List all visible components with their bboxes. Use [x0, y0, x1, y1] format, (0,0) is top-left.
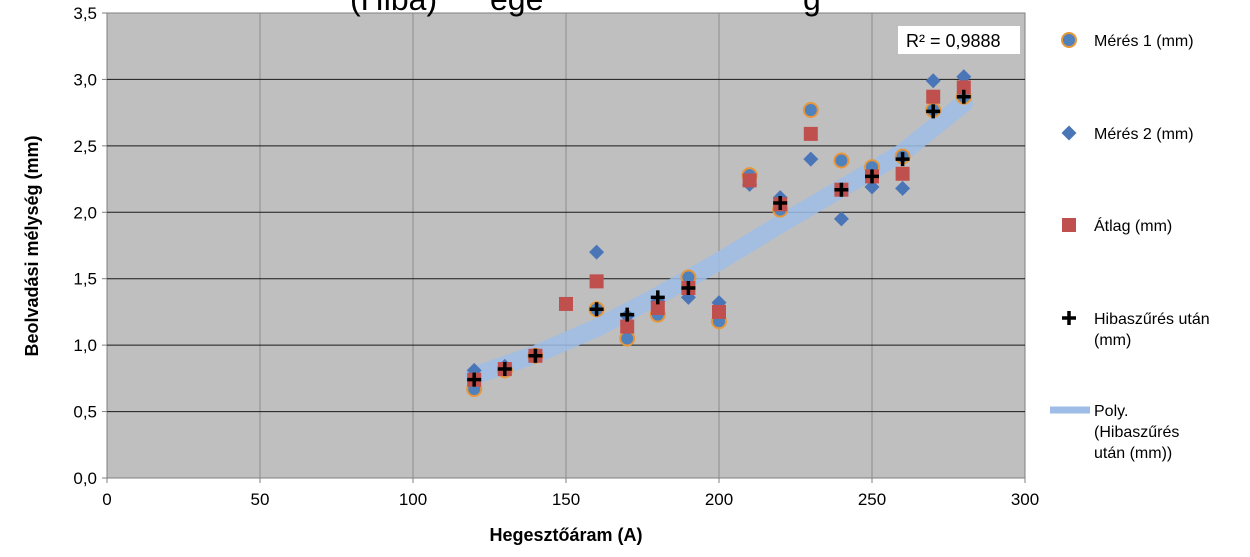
- series-3: [467, 80, 971, 387]
- data-point-diamond: [803, 151, 819, 167]
- x-tick-label: 0: [102, 490, 111, 509]
- data-point-plus: [467, 372, 482, 387]
- data-point-diamond: [925, 73, 941, 89]
- data-point-square: [895, 166, 910, 181]
- legend-entry-1: Mérés 1 (mm): [1061, 32, 1194, 50]
- data-point-square: [712, 304, 726, 319]
- y-tick-label: 0,0: [73, 469, 97, 488]
- data-point-plus: [773, 195, 788, 210]
- chart-title-fragment: (Hiba) ege g: [350, 0, 821, 17]
- data-point-diamond: [589, 244, 605, 260]
- data-point-plus: [620, 307, 635, 322]
- data-point-plus: [528, 348, 543, 363]
- legend-label: Hibaszűrés után: [1094, 311, 1210, 328]
- y-axis-title: Beolvadási mélység (mm): [22, 135, 42, 356]
- legend-marker-square: [1062, 218, 1076, 232]
- data-point-square: [650, 300, 665, 315]
- data-point-square: [926, 89, 941, 104]
- x-axis-title: Hegesztőáram (A): [489, 525, 642, 545]
- x-tick-label: 50: [251, 490, 270, 509]
- data-point-diamond: [833, 211, 849, 227]
- data-point-plus: [497, 362, 512, 377]
- y-tick-label: 2,5: [73, 137, 97, 156]
- x-tick-label: 100: [399, 490, 427, 509]
- chart-title-part-2: ege: [490, 0, 543, 17]
- legend-marker-plus: [1062, 311, 1076, 325]
- data-point-circle: [619, 330, 636, 347]
- r-squared-box: [898, 26, 1020, 54]
- chart-title-part-1: (Hiba): [350, 0, 437, 17]
- data-point-circle: [833, 152, 850, 169]
- y-tick-label: 2,0: [73, 203, 97, 222]
- data-point-circle: [802, 101, 819, 118]
- legend-label: Poly.: [1094, 403, 1128, 420]
- legend-label: Mérés 2 (mm): [1094, 126, 1194, 143]
- legend-entry-5: Poly. (Hibaszűrés után (mm)): [1050, 403, 1179, 462]
- legend-label: (Hibaszűrés: [1094, 424, 1179, 441]
- legend-entry-2: Mérés 2 (mm): [1061, 125, 1194, 143]
- data-point-plus: [681, 281, 696, 296]
- y-tick-label: 1,0: [73, 336, 97, 355]
- y-tick-label: 3,0: [73, 70, 97, 89]
- data-point-square: [956, 80, 971, 95]
- data-point-square: [620, 319, 635, 334]
- legend: Mérés 1 (mm) Mérés 2 (mm) Átlag (mm) Hibasz…: [1050, 32, 1210, 462]
- legend-label: (mm): [1094, 332, 1131, 349]
- legend-label: után (mm)): [1094, 445, 1172, 462]
- x-tick-label: 200: [705, 490, 733, 509]
- x-tick-label: 300: [1011, 490, 1039, 509]
- legend-label: Mérés 1 (mm): [1094, 33, 1194, 50]
- data-marks: [466, 69, 972, 397]
- data-point-plus: [865, 169, 879, 184]
- trendline: [465, 94, 973, 385]
- data-point-plus: [895, 152, 910, 167]
- data-point-square: [803, 126, 818, 141]
- tick-labels: 0 50 100 150 200 250 300 0,0 0,5 1,0 1,5 2,0 2,5 3,0 3…: [73, 4, 1039, 509]
- legend-label: Átlag (mm): [1094, 216, 1172, 235]
- data-point-diamond: [895, 180, 911, 196]
- x-tick-label: 150: [552, 490, 580, 509]
- data-point-square: [742, 173, 757, 188]
- chart-title-part-3: g: [803, 0, 821, 17]
- y-tick-label: 3,5: [73, 4, 97, 23]
- data-point-plus: [650, 290, 665, 305]
- data-point-square: [589, 274, 604, 289]
- data-point-plus: [926, 104, 941, 119]
- y-tick-label: 1,5: [73, 270, 97, 289]
- legend-entry-3: Átlag (mm): [1062, 216, 1172, 235]
- series-4: [467, 89, 971, 387]
- legend-marker-diamond: [1061, 125, 1077, 141]
- data-point-plus: [834, 182, 849, 197]
- legend-marker-circle: [1061, 32, 1077, 48]
- legend-entry-4: Hibaszűrés után (mm): [1062, 311, 1210, 349]
- x-tick-label: 250: [858, 490, 886, 509]
- data-point-plus: [956, 89, 971, 104]
- y-tick-label: 0,5: [73, 403, 97, 422]
- r-squared-label: R² = 0,9888: [906, 31, 1001, 51]
- trendline-layer: [465, 94, 973, 385]
- data-point-square: [559, 296, 573, 311]
- data-point-plus: [589, 302, 604, 317]
